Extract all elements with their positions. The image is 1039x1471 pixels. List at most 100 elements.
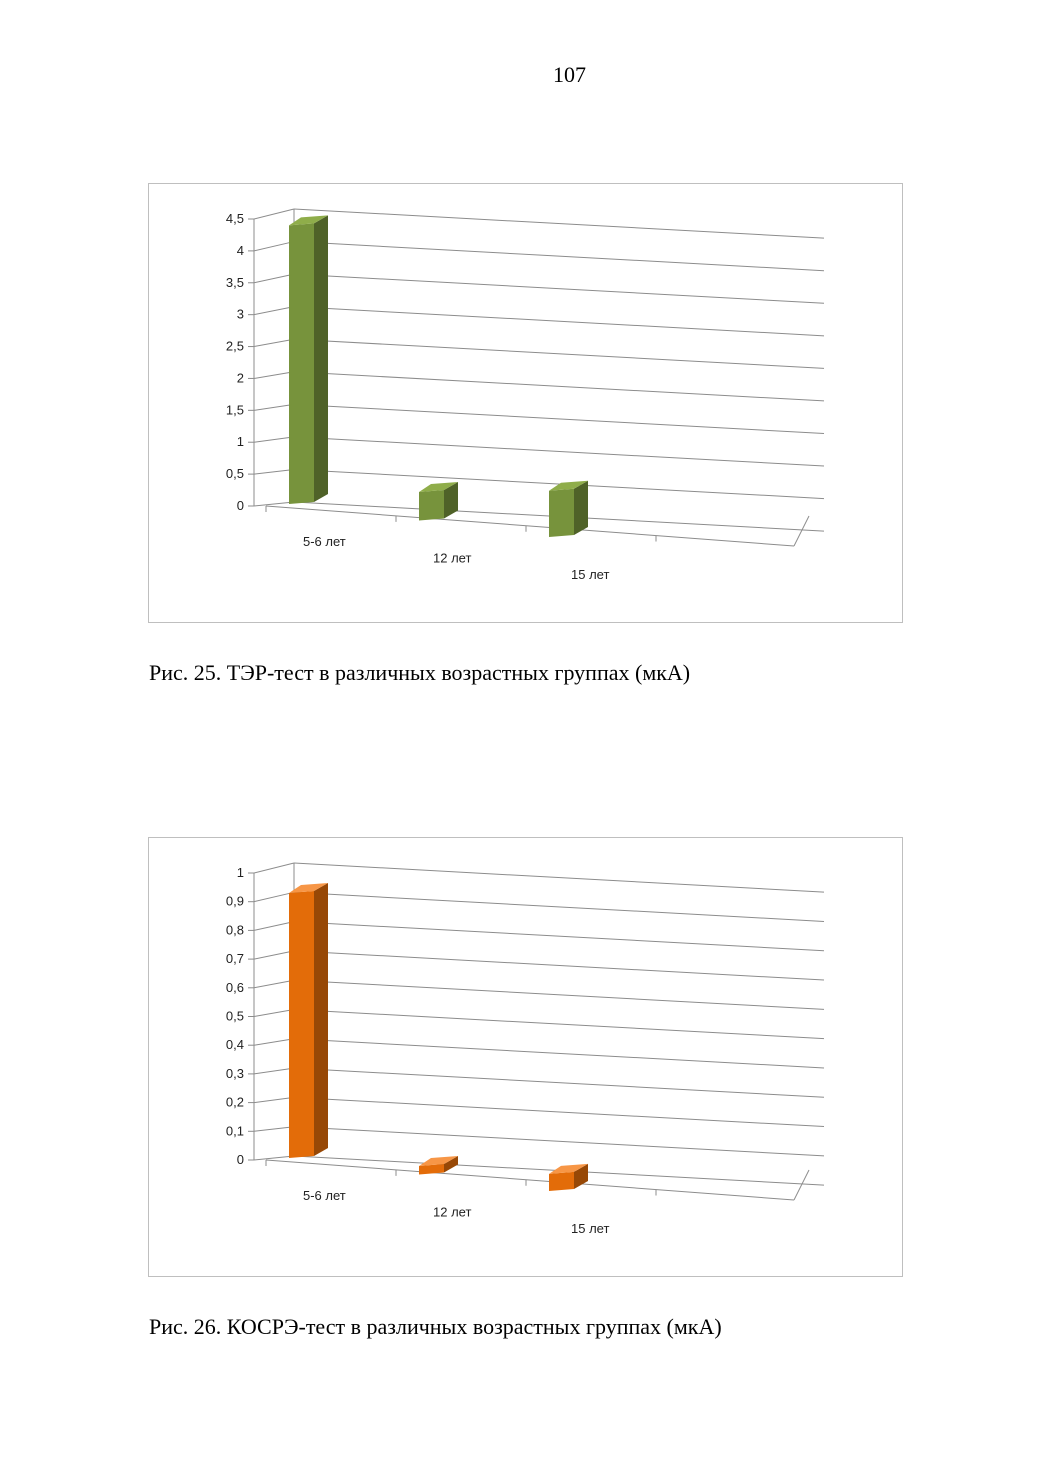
bar-3 [549,480,588,537]
gridline [293,403,825,434]
gridline [293,1009,825,1040]
y-tick-label: 0,2 [226,1095,244,1110]
gridline [293,371,825,402]
x-category-label: 5-6 лет [303,1188,346,1203]
gridline [293,241,825,272]
floor-front-edge [265,505,795,547]
bar-top [419,1155,458,1166]
side-gridline [253,208,295,220]
gridline [293,436,825,467]
x-category-label: 15 лет [571,1221,609,1236]
gridline [293,306,825,337]
side-gridline [253,1038,295,1046]
chart-kosre-test: 0 0,1 0,2 0,3 0,4 0,5 0,6 0,7 0,8 0,9 1 5-6 лет 12 л… [148,837,903,1277]
side-gridline [253,338,295,348]
floor-back-edge [809,516,824,531]
bar-front [549,488,574,537]
bar-side [574,480,588,535]
floor-front-edge [265,1159,795,1201]
bar-top [289,882,328,893]
x-category-label: 15 лет [571,567,609,582]
gridline [293,1096,825,1128]
bar-front [549,1171,574,1191]
gridline [293,1126,825,1157]
grid-lines [248,862,825,1186]
floor-right-edge [793,1169,810,1201]
side-gridline [253,979,295,989]
bar-side [574,1163,588,1189]
side-gridline [253,921,295,931]
floor-right-edge [793,515,810,547]
side-gridline [253,1126,295,1132]
bar-1 [289,882,328,1158]
bar-top [289,215,328,226]
bar-top [549,480,588,491]
gridline [293,1067,825,1098]
y-tick-label: 4 [237,243,244,258]
grid-lines [248,208,825,532]
y-tick-label: 0,7 [226,951,244,966]
side-gridline [253,1067,295,1075]
y-tick-label: 3,5 [226,275,244,290]
chart-ter-test-svg: 0 0,5 1 1,5 2 2,5 3 3,5 4 4,5 5-6 лет 12 лет 15 лет [226,208,825,582]
side-gridline [253,501,295,507]
y-tick-label: 2 [237,370,244,385]
y-tick-label: 1,5 [226,402,244,417]
bar-front [419,1163,444,1175]
gridline [293,862,825,893]
side-gridline [253,241,295,252]
y-tick-label: 1 [237,434,244,449]
side-gridline [253,1096,295,1104]
y-tick-label: 0 [237,1152,244,1167]
bar-top [419,482,458,492]
gridline [293,921,825,952]
side-gridline [253,306,295,316]
bar-front [289,223,314,505]
chart-kosre-test-svg: 0 0,1 0,2 0,3 0,4 0,5 0,6 0,7 0,8 0,9 1 5-6 лет 12 л… [226,862,825,1236]
page-number: 107 [553,62,586,87]
x-category-label: 5-6 лет [303,534,346,549]
side-gridline [253,403,295,411]
y-tick-label: 0,1 [226,1123,244,1138]
side-gridline [253,1009,295,1017]
bar-top [549,1163,588,1174]
x-category-label: 12 лет [433,1205,471,1220]
y-tick-label: 0,6 [226,980,244,995]
side-gridline [253,371,295,379]
bar-2 [419,1155,458,1175]
y-tick-label: 4,5 [226,211,244,226]
y-tick-label: 0,3 [226,1066,244,1081]
bar-1 [289,215,328,505]
gridline [293,979,825,1010]
bar-3 [549,1163,588,1191]
bar-side [444,1155,458,1173]
gridline [293,950,825,981]
side-gridline [253,436,295,443]
y-tick-label: 0,5 [226,466,244,481]
y-tick-label: 0 [237,498,244,513]
x-category-label: 12 лет [433,551,471,566]
y-tick-label: 2,5 [226,339,244,354]
gridline [293,273,825,304]
bar-side [314,882,328,1156]
bar-2 [419,482,458,521]
y-tick-label: 3 [237,307,244,322]
chart-ter-test: 0 0,5 1 1,5 2 2,5 3 3,5 4 4,5 5-6 лет 12 лет 15 лет [148,183,903,623]
y-tick-label: 0,9 [226,894,244,909]
side-gridline [253,273,295,284]
y-tick-label: 0,8 [226,922,244,937]
figure-caption-26: Рис. 26. КОСРЭ-тест в различных возрастн… [149,1314,722,1339]
y-tick-label: 1 [237,865,244,880]
bar-front [289,890,314,1158]
bar-front [419,490,444,521]
gridline [293,208,825,239]
side-gridline [253,468,295,475]
gridline [293,891,825,922]
figure-caption-25: Рис. 25. ТЭР-тест в различных возрастных… [149,660,691,685]
gridline [293,468,825,500]
floor-back-edge [809,1170,824,1185]
side-gridline [253,891,295,903]
y-tick-label: 0,4 [226,1037,244,1052]
side-gridline [253,862,295,874]
y-tick-label: 0,5 [226,1009,244,1024]
